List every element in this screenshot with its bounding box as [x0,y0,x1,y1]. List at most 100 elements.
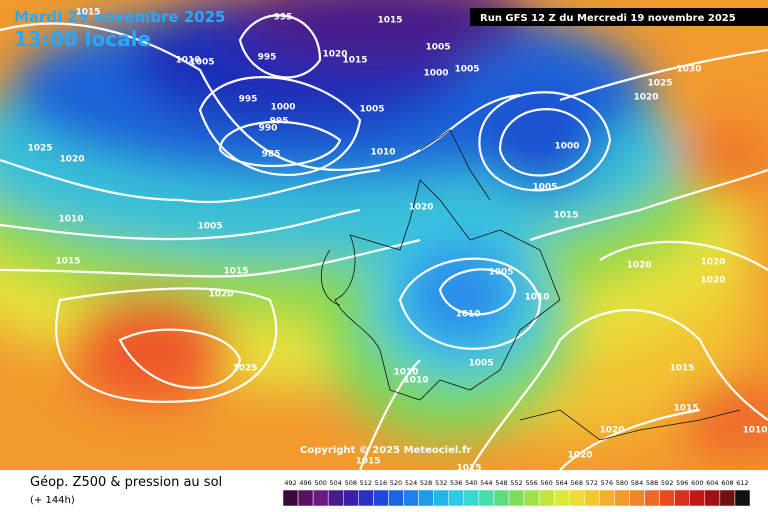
isobar-label: 995 [239,95,258,105]
isobar-label: 995 [258,53,277,63]
isobar-label: 1005 [425,43,450,53]
scale-swatch [584,489,600,507]
scale-swatch [508,489,525,507]
geopotential-field [0,0,768,470]
isobar-label: 1010 [455,310,480,320]
isobar-label: 1020 [322,50,347,60]
scale-label: 584 [631,479,643,487]
scale-swatch [734,489,751,507]
scale-label: 604 [706,479,718,487]
isobar-label: 1005 [488,268,513,278]
date: Mardi 25 novembre 2025 [14,8,226,26]
isobar-label: 1015 [456,464,481,474]
scale-label: 552 [510,479,522,487]
isobar-label: 995 [274,13,293,23]
scale-swatch [478,489,495,507]
scale-swatch [358,489,374,507]
scale-label: 540 [465,479,477,487]
scale-swatch [674,489,690,507]
isobar-label: 1010 [524,293,549,303]
isobar-label: 1020 [700,276,725,286]
scale-swatch [282,489,299,507]
scale-swatch [659,489,675,507]
scale-swatch [644,489,660,507]
scale-label: 608 [721,479,733,487]
scale-label: 588 [646,479,658,487]
scale-label: 512 [360,479,372,487]
color-scale: 492 496 500 504 508 512 516 520 524 528 532 536 540 5… [282,479,751,507]
isobar-label: 1015 [553,211,578,221]
scale-label: 612 [736,479,748,487]
scale-swatch [719,489,736,507]
scale-swatch [433,489,449,507]
scale-swatch [493,489,510,507]
isobar-label: 1020 [700,258,725,268]
run-info: Run GFS 12 Z du Mercredi 19 novembre 202… [480,13,736,24]
isobar-labels: 1015101510059951020101599510051010995100… [27,8,767,474]
scale-swatch [599,489,615,507]
isobar-label: 1020 [208,290,233,300]
isobar-label: 1015 [55,257,80,267]
isobar-label: 1015 [669,364,694,374]
scale-label: 580 [616,479,628,487]
isobar-label: 1020 [633,93,658,103]
scale-label: 596 [676,479,688,487]
isobar-label: 985 [262,150,281,160]
isobar-label: 1020 [59,155,84,165]
isobar-label: 1010 [370,148,395,158]
isobar-label: 1005 [359,105,384,115]
scale-swatch [463,489,480,507]
scale-label: 492 [284,479,296,487]
scale-swatch [343,489,359,507]
isobar-label: 1000 [554,142,579,152]
scale-label: 532 [435,479,447,487]
scale-label: 500 [314,479,326,487]
scale-swatch [448,489,465,507]
scale-swatch [614,489,630,507]
scale-swatch [568,489,585,507]
copyright: Copyright © 2025 Meteociel.fr [300,445,471,456]
scale-label: 508 [345,479,357,487]
isobar-label: 990 [259,124,278,134]
isobar-label: 1015 [673,404,698,414]
scale-swatch [523,489,540,507]
isobar-label: 1005 [454,65,479,75]
isobar-label: 1020 [567,451,592,461]
scale-swatch [689,489,706,507]
isobar-label: 1015 [75,8,100,18]
scale-label: 520 [390,479,402,487]
scale-label: 560 [540,479,552,487]
isobar-label: 1020 [599,426,624,436]
map-title: Géop. Z500 & pression au sol [30,475,222,490]
scale-label: 572 [586,479,598,487]
isobar-label: 1005 [189,58,214,68]
isobar-label: 1015 [223,267,248,277]
scale-swatch [629,489,645,507]
scale-label: 556 [525,479,537,487]
isobar-label: 1010 [403,376,428,386]
scale-swatch [418,489,434,507]
scale-label: 564 [555,479,567,487]
isobar-label: 1030 [676,65,701,75]
scale-swatch [297,489,314,507]
scale-swatch [312,489,329,507]
scale-swatch [388,489,404,507]
scale-label: 536 [450,479,462,487]
scale-swatch [403,489,419,507]
isobar-label: 1005 [468,359,493,369]
scale-swatch [553,489,570,507]
isobar-label: 1015 [355,457,380,467]
scale-label: 504 [330,479,342,487]
scale-swatch [373,489,389,507]
isobar-label: 1000 [270,103,295,113]
isobar-label: 995 [270,117,289,127]
scale-label: 600 [691,479,703,487]
isobar-label: 1010 [742,426,767,436]
isobar-label: 1010 [58,215,83,225]
scale-label: 576 [601,479,613,487]
isobar-label: 1015 [342,56,367,66]
scale-label: 544 [480,479,492,487]
isobar-label: 1025 [232,364,257,374]
scale-swatch [704,489,721,507]
